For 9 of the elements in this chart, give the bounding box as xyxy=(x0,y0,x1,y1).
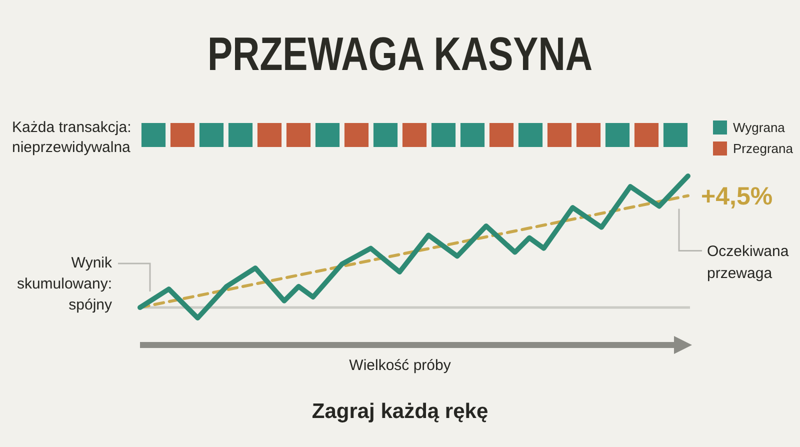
text: Każda transakcja: nieprzewidywalna xyxy=(12,119,132,156)
text: +4,5% xyxy=(701,182,773,211)
x-axis-title: Wielkość próby xyxy=(349,357,452,374)
chart-title: PRZEWAGA KASYNA xyxy=(207,27,593,82)
text: Oczekiwana przewaga xyxy=(707,242,790,282)
legend-label: Przegrana xyxy=(733,141,794,156)
legend-label: Wygrana xyxy=(733,120,786,136)
text: Zagraj każdą rękę xyxy=(312,400,488,423)
series-label: Wynik skumulowany: spójny xyxy=(16,254,112,314)
